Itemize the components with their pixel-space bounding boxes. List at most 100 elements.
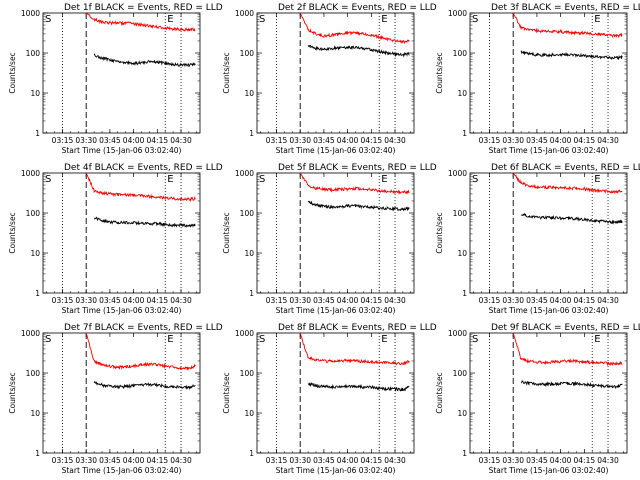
y-tick-label: 10 bbox=[244, 409, 254, 418]
chart-panel-5: Det 5f BLACK = Events, RED = LLD Counts/s… bbox=[222, 163, 437, 315]
plot-frame bbox=[42, 172, 201, 294]
chart-title: Det 2f BLACK = Events, RED = LLD bbox=[278, 3, 437, 13]
y-tick-label: 100 bbox=[453, 49, 468, 58]
end-marker-label: E bbox=[381, 14, 387, 25]
x-axis-label: Start Time (15-Jan-06 03:02:40) bbox=[489, 466, 609, 475]
x-tick-label: 03:45 bbox=[99, 296, 121, 305]
x-tick-label: 04:15 bbox=[147, 456, 169, 465]
x-axis-label: Start Time (15-Jan-06 03:02:40) bbox=[489, 306, 609, 315]
x-tick-label: 04:30 bbox=[597, 296, 619, 305]
end-marker-label: E bbox=[594, 174, 600, 185]
x-tick-label: 04:15 bbox=[574, 136, 596, 145]
series-line-red bbox=[85, 333, 196, 372]
x-tick-label: 04:15 bbox=[147, 296, 169, 305]
plot-frame bbox=[42, 332, 201, 454]
chart-panel-6: Det 6f BLACK = Events, RED = LLD Counts/s… bbox=[435, 163, 640, 315]
y-tick-label: 1000 bbox=[235, 329, 254, 338]
y-tick-label: 10 bbox=[30, 89, 40, 98]
y-tick-label: 1 bbox=[249, 289, 254, 298]
y-tick-label: 100 bbox=[453, 369, 468, 378]
series-line-black bbox=[93, 380, 196, 390]
x-tick-label: 04:30 bbox=[384, 296, 406, 305]
chart-panel-8: Det 8f BLACK = Events, RED = LLD Counts/s… bbox=[222, 323, 437, 475]
y-tick-label: 100 bbox=[240, 49, 255, 58]
x-axis-label: Start Time (15-Jan-06 03:02:40) bbox=[62, 146, 182, 155]
series-line-black bbox=[93, 216, 196, 228]
y-tick-label: 1 bbox=[462, 289, 467, 298]
end-marker-label: E bbox=[167, 174, 173, 185]
series-line-black bbox=[93, 53, 196, 68]
start-marker-label: S bbox=[45, 174, 51, 185]
chart-panel-3: Det 3f BLACK = Events, RED = LLD Counts/s… bbox=[435, 3, 640, 155]
x-tick-label: 04:00 bbox=[123, 296, 145, 305]
series-line-black bbox=[520, 212, 623, 225]
x-tick-label: 03:15 bbox=[52, 456, 74, 465]
y-tick-label: 1000 bbox=[21, 9, 40, 18]
y-tick-label: 1 bbox=[249, 449, 254, 458]
x-tick-label: 04:00 bbox=[550, 456, 572, 465]
y-axis-label: Counts/sec bbox=[435, 52, 444, 93]
x-axis-label: Start Time (15-Jan-06 03:02:40) bbox=[62, 466, 182, 475]
x-tick-label: 04:00 bbox=[337, 456, 359, 465]
series-line-red bbox=[512, 13, 623, 39]
series-line-red bbox=[512, 173, 623, 194]
y-tick-label: 100 bbox=[453, 209, 468, 218]
y-axis-label: Counts/sec bbox=[8, 212, 17, 253]
x-tick-label: 04:00 bbox=[123, 136, 145, 145]
y-tick-label: 10 bbox=[457, 249, 467, 258]
y-tick-label: 10 bbox=[30, 249, 40, 258]
chart-title: Det 5f BLACK = Events, RED = LLD bbox=[278, 163, 437, 173]
x-axis-label: Start Time (15-Jan-06 03:02:40) bbox=[276, 466, 396, 475]
chart-panel-2: Det 2f BLACK = Events, RED = LLD Counts/s… bbox=[222, 3, 437, 155]
x-tick-label: 04:00 bbox=[337, 296, 359, 305]
x-tick-label: 03:45 bbox=[313, 296, 335, 305]
x-axis-label: Start Time (15-Jan-06 03:02:40) bbox=[489, 146, 609, 155]
x-axis-label: Start Time (15-Jan-06 03:02:40) bbox=[276, 146, 396, 155]
x-tick-label: 03:45 bbox=[526, 296, 548, 305]
start-marker-label: S bbox=[472, 174, 478, 185]
chart-panel-9: Det 9f BLACK = Events, RED = LLD Counts/s… bbox=[435, 323, 640, 475]
end-marker-label: E bbox=[167, 14, 173, 25]
x-tick-label: 03:45 bbox=[526, 136, 548, 145]
start-marker-label: S bbox=[472, 334, 478, 345]
y-axis-label: Counts/sec bbox=[8, 52, 17, 93]
end-marker-label: E bbox=[167, 334, 173, 345]
y-tick-label: 1000 bbox=[21, 169, 40, 178]
x-tick-label: 04:15 bbox=[361, 456, 383, 465]
y-tick-label: 100 bbox=[240, 369, 255, 378]
series-line-red bbox=[299, 333, 410, 366]
y-axis-label: Counts/sec bbox=[435, 212, 444, 253]
plot-frame bbox=[256, 172, 415, 294]
chart-title: Det 8f BLACK = Events, RED = LLD bbox=[278, 323, 437, 333]
x-tick-label: 03:30 bbox=[502, 296, 524, 305]
start-marker-label: S bbox=[45, 334, 51, 345]
chart-title: Det 9f BLACK = Events, RED = LLD bbox=[491, 323, 640, 333]
x-tick-label: 03:30 bbox=[75, 136, 97, 145]
x-tick-label: 03:15 bbox=[479, 456, 501, 465]
x-tick-label: 04:15 bbox=[361, 296, 383, 305]
y-axis-label: Counts/sec bbox=[8, 372, 17, 413]
series-line-black bbox=[307, 44, 410, 58]
chart-panel-7: Det 7f BLACK = Events, RED = LLD Counts/s… bbox=[8, 323, 223, 475]
x-tick-label: 04:30 bbox=[597, 136, 619, 145]
x-tick-label: 03:15 bbox=[479, 136, 501, 145]
start-marker-label: S bbox=[45, 14, 51, 25]
end-marker-label: E bbox=[594, 334, 600, 345]
series-line-black bbox=[520, 380, 623, 390]
start-marker-label: S bbox=[259, 14, 265, 25]
x-tick-label: 03:30 bbox=[75, 296, 97, 305]
y-tick-label: 1 bbox=[462, 449, 467, 458]
x-tick-label: 03:15 bbox=[266, 456, 288, 465]
y-tick-label: 100 bbox=[240, 209, 255, 218]
series-line-red bbox=[85, 173, 196, 203]
x-tick-label: 03:45 bbox=[313, 136, 335, 145]
plot-frame bbox=[42, 12, 201, 134]
x-tick-label: 03:15 bbox=[266, 296, 288, 305]
x-tick-label: 04:30 bbox=[170, 136, 192, 145]
y-tick-label: 1000 bbox=[448, 169, 467, 178]
x-tick-label: 04:15 bbox=[361, 136, 383, 145]
series-line-red bbox=[299, 13, 410, 45]
x-tick-label: 04:30 bbox=[384, 136, 406, 145]
y-tick-label: 10 bbox=[30, 409, 40, 418]
